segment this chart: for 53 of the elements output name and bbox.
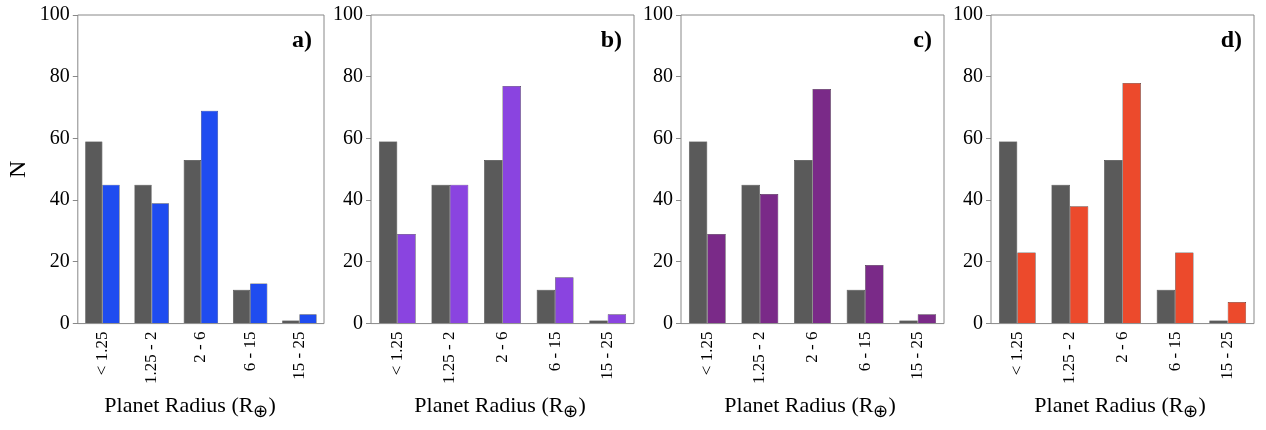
y-tick-label: 20 [963, 249, 983, 272]
annotation: c) [913, 26, 932, 53]
y-tick-label: 40 [963, 187, 983, 210]
x-tick-label: < 1.25 [696, 331, 716, 376]
x-tick-label: 15 - 25 [597, 331, 617, 380]
y-tick-label: 100 [39, 2, 70, 25]
x-tick-label: 1.25 - 2 [1059, 331, 1079, 385]
y-tick-label: 20 [343, 249, 363, 272]
x-tick-label: 6 - 15 [854, 331, 874, 372]
y-tick-label: 80 [963, 63, 983, 86]
x-tick-label: 1.25 - 2 [141, 331, 161, 385]
x-tick-label: 1.25 - 2 [749, 331, 769, 385]
y-tick-label: 20 [49, 249, 70, 272]
y-tick-label: 80 [49, 63, 70, 86]
x-tick-label: 15 - 25 [907, 331, 927, 380]
y-tick-label: 0 [59, 310, 70, 333]
y-tick-label: 0 [663, 310, 673, 333]
x-axis-title: Planet Radius (R$_{⊕}$) [723, 392, 897, 423]
y-tick-label: 20 [653, 249, 673, 272]
x-tick-label: 15 - 25 [288, 331, 308, 380]
y-tick-label: 100 [953, 2, 983, 25]
y-tick-label: 100 [643, 2, 673, 25]
annotation: a) [292, 26, 312, 53]
x-tick-label: < 1.25 [386, 331, 406, 376]
x-tick-label: 2 - 6 [491, 331, 511, 363]
x-tick-label: 6 - 15 [239, 331, 259, 372]
x-axis-title: Planet Radius (R$_{⊕}$) [1033, 392, 1207, 423]
annotation: d) [1220, 26, 1242, 53]
y-tick-label: 60 [963, 125, 983, 148]
x-axis-title: Planet Radius (R$_{⊕}$) [103, 392, 277, 423]
y-tick-label: 40 [653, 187, 673, 210]
y-tick-label: 60 [653, 125, 673, 148]
x-tick-label: < 1.25 [91, 331, 111, 376]
y-axis-title: N [3, 160, 30, 178]
annotation: b) [600, 26, 622, 53]
y-tick-label: 60 [343, 125, 363, 148]
x-tick-label: < 1.25 [1006, 331, 1026, 376]
x-tick-label: 6 - 15 [544, 331, 564, 372]
y-tick-label: 80 [653, 63, 673, 86]
y-tick-label: 100 [333, 2, 363, 25]
x-tick-label: 2 - 6 [1111, 331, 1131, 363]
y-tick-label: 0 [353, 310, 363, 333]
y-tick-label: 0 [973, 310, 983, 333]
x-tick-label: 6 - 15 [1164, 331, 1184, 372]
y-tick-label: 60 [49, 125, 70, 148]
y-tick-label: 40 [343, 187, 363, 210]
x-tick-label: 2 - 6 [801, 331, 821, 363]
x-tick-label: 1.25 - 2 [439, 331, 459, 385]
x-axis-title: Planet Radius (R$_{⊕}$) [413, 392, 587, 423]
y-tick-label: 80 [343, 63, 363, 86]
x-tick-label: 2 - 6 [190, 331, 210, 363]
y-tick-label: 40 [49, 187, 70, 210]
x-tick-label: 15 - 25 [1217, 331, 1237, 380]
